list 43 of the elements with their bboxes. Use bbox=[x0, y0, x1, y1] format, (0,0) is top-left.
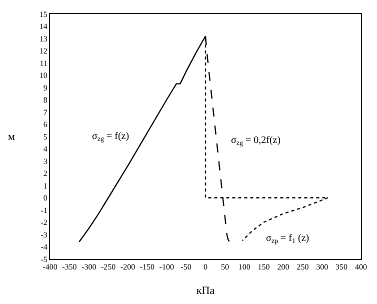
x-tick-label: -50 bbox=[180, 262, 192, 272]
x-tick-label: -300 bbox=[82, 262, 96, 272]
y-tick-label: -3 bbox=[40, 230, 48, 240]
x-tick-label: 0 bbox=[204, 262, 208, 272]
annotation: σ$_{zg}$ = 0,2f(z) bbox=[231, 135, 281, 148]
y-tick-label: 5 bbox=[43, 132, 48, 142]
y-tick-label: 6 bbox=[43, 120, 48, 130]
x-tick-label: 150 bbox=[258, 262, 270, 272]
x-tick-label: 200 bbox=[277, 262, 290, 272]
y-tick-label: 4 bbox=[43, 144, 48, 154]
x-tick-label: -100 bbox=[159, 262, 174, 272]
annotation: σ$_{zg}$ = f(z) bbox=[92, 131, 130, 144]
x-tick-label: -250 bbox=[100, 262, 116, 272]
x-tick-label: -350 bbox=[62, 262, 77, 272]
x-tick-label: -200 bbox=[120, 262, 136, 272]
x-tick-label: 400 bbox=[355, 262, 367, 272]
x-tick-label: 300 bbox=[316, 262, 328, 272]
y-tick-label: 13 bbox=[39, 34, 48, 44]
y-tick-label: 8 bbox=[43, 96, 48, 105]
x-axis-title: кПа bbox=[196, 284, 215, 297]
y-tick-label: 9 bbox=[43, 83, 48, 92]
x-tick-label: 100 bbox=[238, 262, 250, 272]
x-tick-label: -150 bbox=[140, 262, 155, 272]
y-tick-label: 3 bbox=[43, 156, 48, 166]
y-tick-label: -4 bbox=[40, 242, 48, 252]
x-tick-label: 50 bbox=[220, 262, 229, 272]
y-axis-title: м bbox=[8, 131, 15, 143]
annotation: σ$_{zp}$ = f$_{1}$ (z) bbox=[266, 233, 310, 246]
y-tick-label: 0 bbox=[43, 194, 48, 203]
y-tick-label: 1 bbox=[43, 181, 48, 190]
y-tick-label: 11 bbox=[40, 58, 48, 68]
y-tick-label: 10 bbox=[39, 71, 48, 80]
x-tick-label: 350 bbox=[336, 262, 348, 272]
x-tick-label: 250 bbox=[296, 262, 309, 272]
y-tick-label: -5 bbox=[40, 254, 48, 264]
y-tick-label: -2 bbox=[40, 218, 48, 228]
y-tick-label: -1 bbox=[40, 206, 48, 215]
x-tick-label: -400 bbox=[42, 262, 58, 272]
y-tick-label: 7 bbox=[43, 108, 48, 117]
y-tick-label: 14 bbox=[39, 22, 48, 32]
y-tick-label: 2 bbox=[43, 169, 48, 178]
y-tick-label: 12 bbox=[39, 46, 48, 56]
y-tick-label: 15 bbox=[39, 10, 48, 19]
